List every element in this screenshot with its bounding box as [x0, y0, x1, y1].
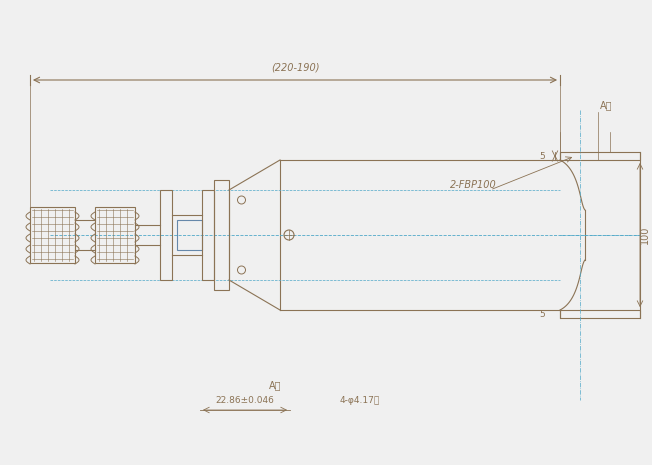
Text: 22.86±0.046: 22.86±0.046: [216, 396, 274, 405]
Text: A向: A向: [600, 100, 612, 110]
Bar: [30, 207, 75, 263]
Bar: [560, 152, 640, 160]
Text: 5: 5: [539, 310, 545, 319]
Bar: [202, 190, 214, 280]
Bar: [160, 190, 172, 280]
Text: 4-φ4.17孔: 4-φ4.17孔: [340, 396, 380, 405]
Text: 5: 5: [539, 152, 545, 160]
Text: A向: A向: [269, 380, 281, 390]
Bar: [95, 207, 135, 263]
Bar: [214, 180, 229, 290]
Text: (220-190): (220-190): [271, 62, 319, 72]
Bar: [177, 220, 202, 250]
Text: 2-FBP100: 2-FBP100: [450, 180, 497, 190]
Text: 100: 100: [640, 226, 650, 244]
Bar: [560, 310, 640, 318]
